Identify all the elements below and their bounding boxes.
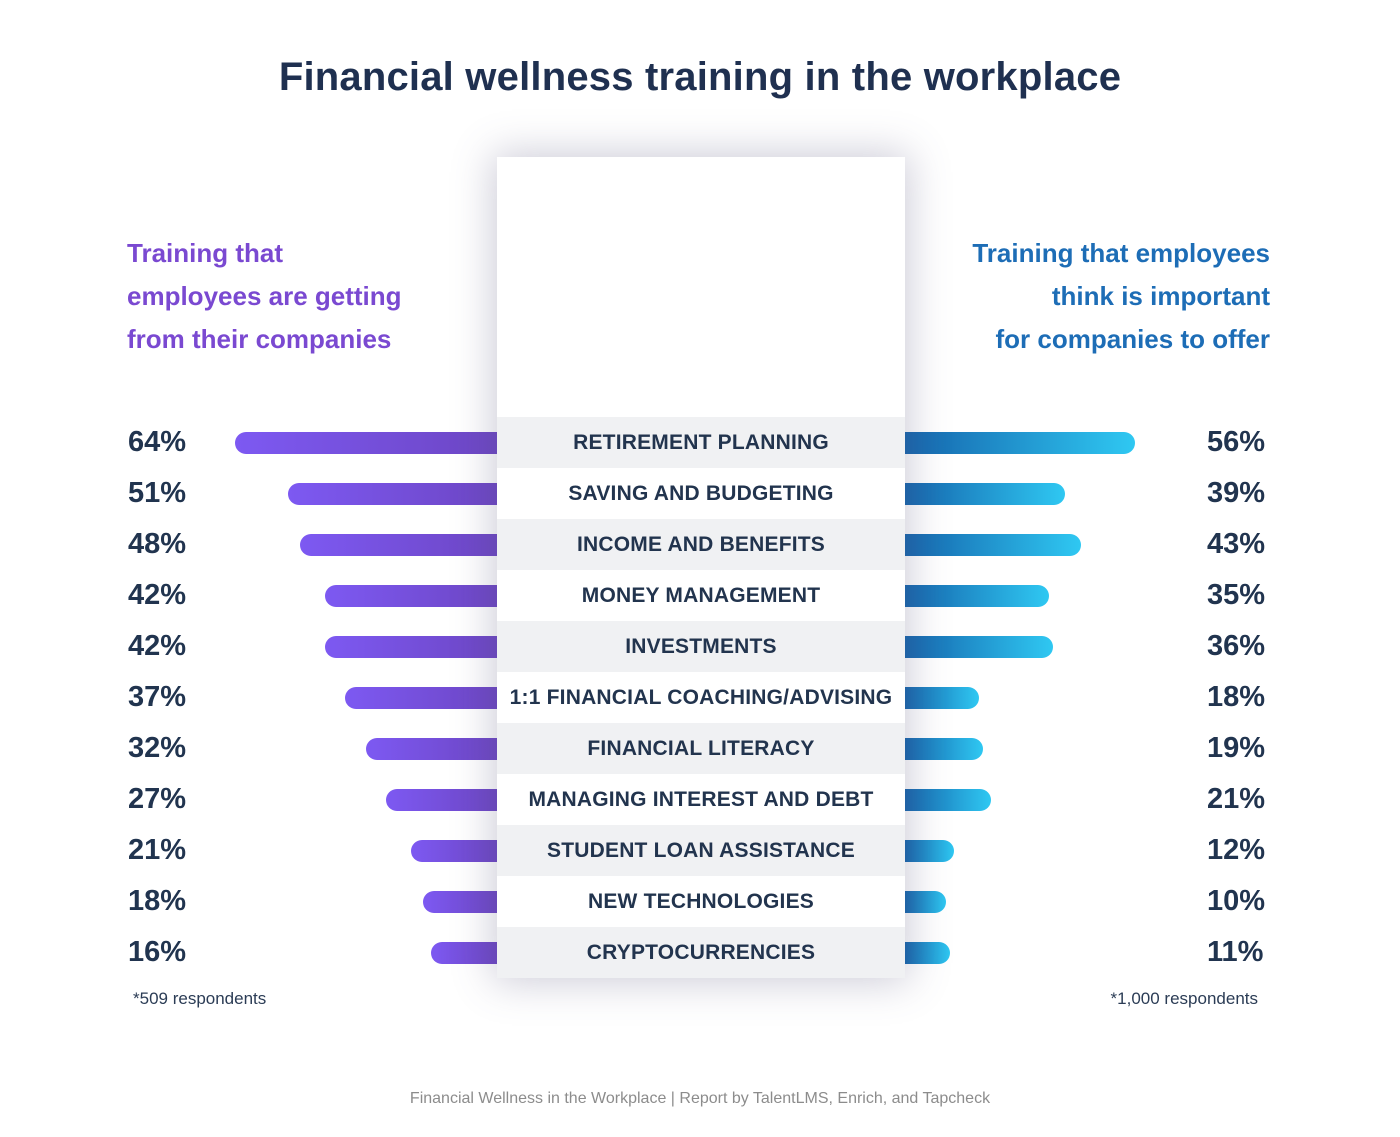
category-row: SAVING AND BUDGETING <box>497 468 905 519</box>
right-series-header-line: Training that employees <box>972 238 1270 268</box>
category-label: MONEY MANAGEMENT <box>581 583 821 607</box>
category-panel: RETIREMENT PLANNING SAVING AND BUDGETING I… <box>497 157 905 978</box>
right-series-header-line: think is important <box>1051 281 1270 311</box>
left-value-label: 27% <box>127 783 186 815</box>
right-value-label: 43% <box>1207 528 1266 560</box>
left-value-label: 16% <box>127 936 186 968</box>
left-bar <box>366 738 497 760</box>
right-bar <box>905 840 954 862</box>
left-value-label: 42% <box>127 630 186 662</box>
category-row: NEW TECHNOLOGIES <box>497 876 905 927</box>
right-value-label: 56% <box>1207 426 1266 458</box>
left-bar <box>423 891 497 913</box>
left-value-label: 51% <box>127 477 186 509</box>
category-label: CRYPTOCURRENCIES <box>586 940 816 964</box>
left-series-header-line: from their companies <box>127 324 392 354</box>
left-series-header-line: Training that <box>127 238 283 268</box>
chart-title: Financial wellness training in the workp… <box>278 55 1122 99</box>
category-label: NEW TECHNOLOGIES <box>587 889 815 913</box>
category-row: RETIREMENT PLANNING <box>497 417 905 468</box>
left-value-label: 18% <box>127 885 186 917</box>
right-bar <box>905 687 979 709</box>
category-row: INCOME AND BENEFITS <box>497 519 905 570</box>
left-bar <box>325 585 497 607</box>
category-row: CRYPTOCURRENCIES <box>497 927 905 978</box>
right-value-label: 21% <box>1207 783 1266 815</box>
right-value-label: 11% <box>1207 936 1264 968</box>
left-series-header-line: employees are getting <box>127 281 402 311</box>
left-footnote: *509 respondents <box>133 989 267 1008</box>
right-bar <box>905 534 1081 556</box>
right-footnote: *1,000 respondents <box>1110 989 1258 1008</box>
right-bar <box>905 432 1135 454</box>
right-series-header-line: for companies to offer <box>995 324 1270 354</box>
category-row: 1:1 FINANCIAL COACHING/ADVISING <box>497 672 905 723</box>
category-label: RETIREMENT PLANNING <box>573 430 829 454</box>
right-value-label: 18% <box>1207 681 1266 713</box>
left-value-label: 42% <box>127 579 186 611</box>
category-label: FINANCIAL LITERACY <box>587 736 815 760</box>
category-row: STUDENT LOAN ASSISTANCE <box>497 825 905 876</box>
right-value-label: 36% <box>1207 630 1266 662</box>
category-label: INVESTMENTS <box>625 634 777 658</box>
source-credit: Financial Wellness in the Workplace | Re… <box>409 1090 991 1107</box>
right-bar <box>905 585 1049 607</box>
right-value-label: 39% <box>1207 477 1266 509</box>
left-value-label: 64% <box>127 426 186 458</box>
right-bar <box>905 789 991 811</box>
right-series-header: Training that employees think is importa… <box>972 232 1270 361</box>
right-value-label: 10% <box>1207 885 1266 917</box>
category-row: INVESTMENTS <box>497 621 905 672</box>
left-bar <box>411 840 497 862</box>
left-bar <box>431 942 497 964</box>
left-value-label: 37% <box>127 681 186 713</box>
left-bar <box>386 789 497 811</box>
left-bar <box>345 687 497 709</box>
right-bar <box>905 738 983 760</box>
right-bar <box>905 891 946 913</box>
right-value-label: 12% <box>1207 834 1266 866</box>
left-bar <box>325 636 497 658</box>
category-label: MANAGING INTEREST AND DEBT <box>528 787 874 811</box>
left-value-label: 48% <box>127 528 186 560</box>
category-label: STUDENT LOAN ASSISTANCE <box>547 838 855 862</box>
category-row: MANAGING INTEREST AND DEBT <box>497 774 905 825</box>
left-bar <box>300 534 497 556</box>
right-bar <box>905 636 1053 658</box>
category-row: FINANCIAL LITERACY <box>497 723 905 774</box>
right-value-label: 35% <box>1207 579 1266 611</box>
category-row: MONEY MANAGEMENT <box>497 570 905 621</box>
right-value-label: 19% <box>1207 732 1266 764</box>
left-bar <box>288 483 497 505</box>
category-label: 1:1 FINANCIAL COACHING/ADVISING <box>509 685 893 709</box>
left-value-label: 32% <box>127 732 186 764</box>
left-series-header: Training that employees are getting from… <box>127 232 402 361</box>
left-bar <box>235 432 497 454</box>
category-label: INCOME AND BENEFITS <box>576 532 826 556</box>
right-bar <box>905 942 950 964</box>
category-label: SAVING AND BUDGETING <box>568 481 834 505</box>
right-bar <box>905 483 1065 505</box>
left-value-label: 21% <box>127 834 186 866</box>
